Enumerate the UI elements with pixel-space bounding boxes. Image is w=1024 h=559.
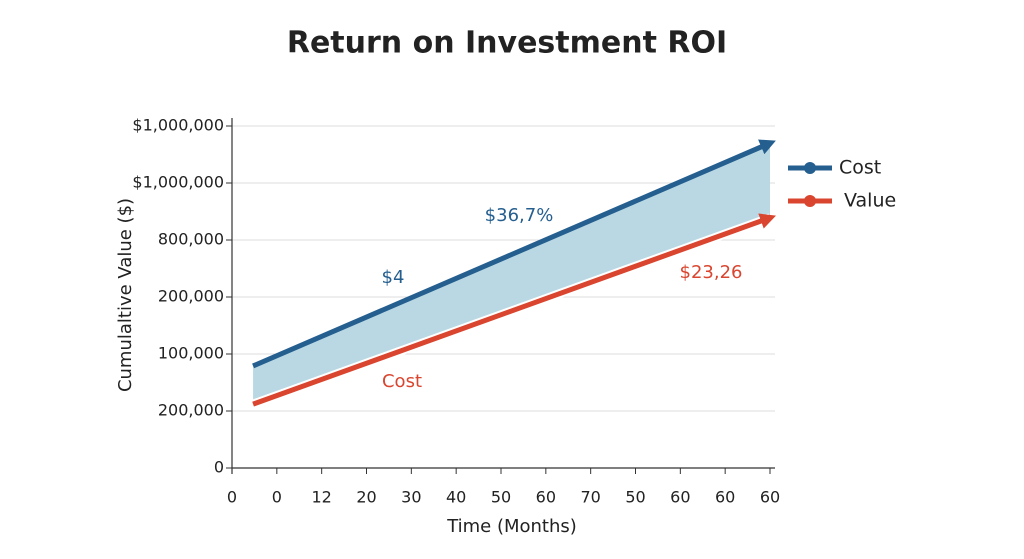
x-tick-label: 12 xyxy=(311,488,331,507)
legend-label: Value xyxy=(844,190,896,212)
y-tick-label: $1,000,000 xyxy=(132,173,224,192)
legend-marker xyxy=(804,195,816,207)
x-tick-label: 40 xyxy=(446,488,466,507)
annotation: Cost xyxy=(382,371,422,392)
annotation: $4 xyxy=(382,267,405,288)
series-line xyxy=(252,139,776,369)
x-tick-label: 30 xyxy=(401,488,421,507)
y-tick-label: 0 xyxy=(214,458,224,477)
y-tick-label: 200,000 xyxy=(158,401,224,420)
x-tick-label: 60 xyxy=(760,488,780,507)
annotation: $36,7% xyxy=(485,205,554,226)
y-tick-label: 100,000 xyxy=(158,344,224,363)
x-tick-label: 60 xyxy=(536,488,556,507)
y-tick-label: 200,000 xyxy=(158,287,224,306)
x-tick-label: 50 xyxy=(625,488,645,507)
annotation: $23,26 xyxy=(680,262,743,283)
x-tick-label: 20 xyxy=(356,488,376,507)
legend-label: Cost xyxy=(839,157,881,179)
series-line xyxy=(252,213,777,407)
y-tick-label: $1,000,000 xyxy=(132,116,224,135)
x-tick-label: 0 xyxy=(272,488,282,507)
x-tick-label: 60 xyxy=(715,488,735,507)
x-tick-label: 70 xyxy=(580,488,600,507)
y-axis-label: Cumulaltive Value ($) xyxy=(115,198,136,392)
chart-title: Return on Investment ROI xyxy=(287,26,727,61)
x-axis-label: Time (Months) xyxy=(446,516,577,537)
y-tick-label: 800,000 xyxy=(158,230,224,249)
fill-between xyxy=(253,143,771,405)
x-tick-label: 50 xyxy=(491,488,511,507)
legend-marker xyxy=(804,162,816,174)
x-tick-label: 0 xyxy=(227,488,237,507)
x-tick-label: 60 xyxy=(670,488,690,507)
